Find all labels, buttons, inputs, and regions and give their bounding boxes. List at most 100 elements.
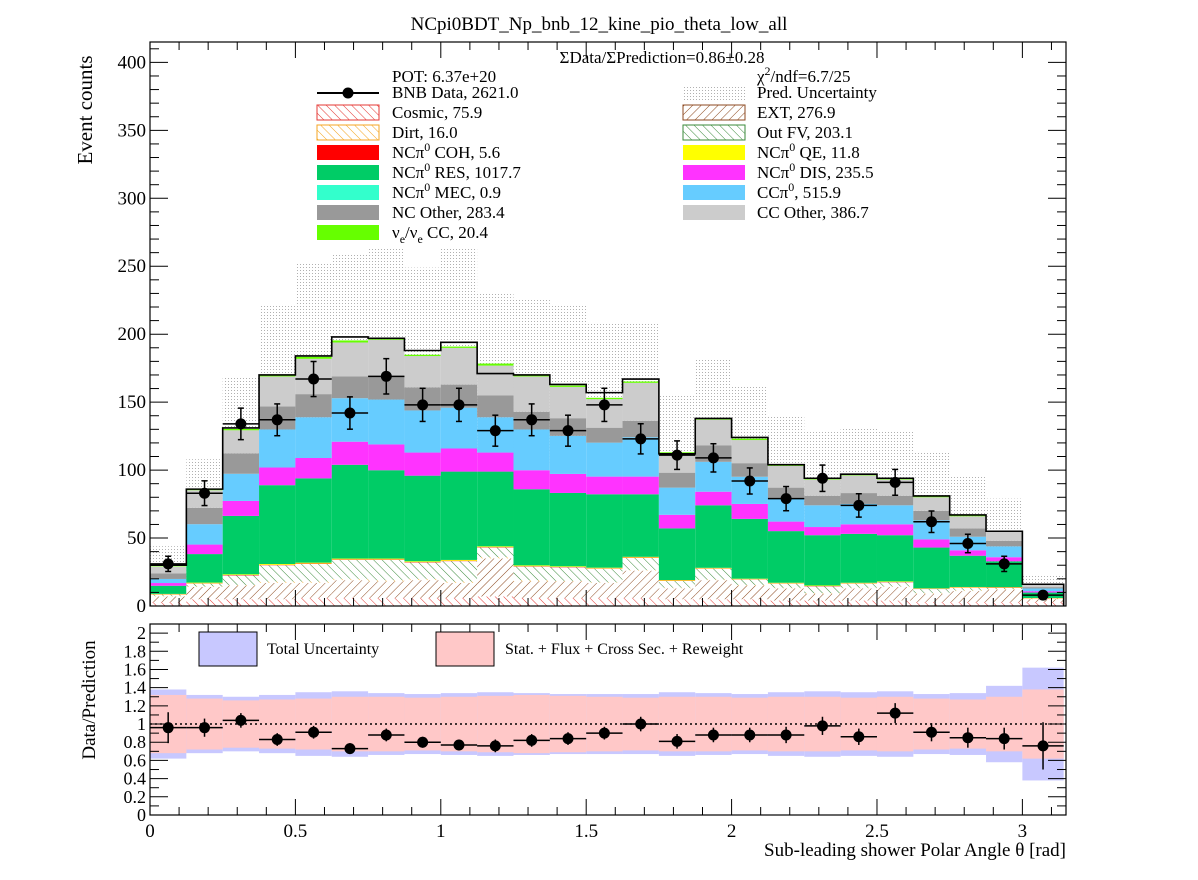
- ratio-legend-label: Total Uncertainty: [267, 641, 379, 658]
- legend-swatch-nue: [317, 225, 379, 240]
- legend-marker-data: [343, 88, 354, 99]
- bar-dis: [441, 448, 477, 471]
- legend-label-outfv: Out FV, 203.1: [757, 123, 853, 142]
- bar-ccother: [332, 342, 368, 376]
- bar-dirt: [768, 588, 804, 589]
- bar-cosmic: [877, 601, 913, 606]
- data-point: [163, 558, 174, 569]
- bar-ncother: [586, 428, 622, 443]
- legend-swatch-dis: [683, 165, 745, 180]
- ratio-point: [344, 743, 355, 754]
- bar-ncother: [223, 453, 259, 473]
- ratio-y-tick-label: 0.2: [124, 787, 147, 807]
- bar-ext: [877, 587, 913, 601]
- bar-cosmic: [732, 599, 768, 606]
- bar-cosmic: [986, 602, 1022, 606]
- legend-label-part: QE, 11.8: [795, 143, 860, 162]
- bar-dis: [768, 522, 804, 532]
- data-point: [817, 473, 828, 484]
- legend-swatch-qe: [683, 145, 745, 160]
- bar-outfv: [332, 560, 368, 579]
- bar-qe: [768, 583, 804, 584]
- bar-qe: [332, 559, 368, 560]
- data-point: [417, 399, 428, 410]
- bar-ccpi0: [150, 579, 186, 583]
- bar-res: [332, 465, 368, 559]
- legend-label-res: NCπ0 RES, 1017.7: [392, 160, 521, 182]
- legend-label-mec: NCπ0 MEC, 0.9: [392, 180, 501, 202]
- data-point: [526, 414, 537, 425]
- legend-label-part: CCπ: [757, 183, 789, 202]
- ratio-legend-swatch: [436, 632, 494, 666]
- y-axis-label-main: Event counts: [73, 55, 97, 164]
- bar-ccpi0: [804, 505, 840, 527]
- legend-label-part: DIS, 235.5: [795, 163, 873, 182]
- legend-swatch-unc: [683, 85, 745, 100]
- annotation-chi2: χ2/ndf=6.7/25: [756, 64, 851, 86]
- bar-ext: [150, 596, 186, 601]
- bar-res: [623, 494, 659, 557]
- bar-outfv: [259, 565, 295, 581]
- bar-ncother: [877, 496, 913, 506]
- bar-ccother: [841, 475, 877, 493]
- bar-cosmic: [623, 598, 659, 606]
- bar-nue: [477, 364, 513, 366]
- ratio-point: [708, 729, 719, 740]
- bar-cosmic: [259, 599, 295, 606]
- legend-label-part: NCπ: [392, 163, 425, 182]
- ratio-point: [526, 735, 537, 746]
- bar-ncother: [295, 394, 331, 417]
- legend-label-part: , 515.9: [794, 183, 841, 202]
- bar-qe: [695, 568, 731, 569]
- bar-res: [586, 494, 622, 567]
- bar-dirt: [804, 593, 840, 594]
- bar-nue: [295, 357, 331, 359]
- bar-qe: [586, 568, 622, 569]
- ratio-point: [563, 733, 574, 744]
- data-point: [453, 399, 464, 410]
- bar-ccpi0: [659, 488, 695, 515]
- bar-outfv: [623, 558, 659, 570]
- data-point: [962, 538, 973, 549]
- y-tick-label: 0: [137, 596, 147, 617]
- data-point: [890, 477, 901, 488]
- legend-swatch-cosmic: [317, 105, 379, 120]
- bar-res: [768, 531, 804, 583]
- data-point: [599, 399, 610, 410]
- bar-dirt: [223, 585, 259, 586]
- bar-dis: [913, 539, 949, 547]
- bar-ncother: [186, 508, 222, 524]
- bar-dis: [732, 504, 768, 519]
- bar-outfv: [223, 575, 259, 585]
- ratio-y-tick-label: 1: [137, 714, 146, 734]
- y-tick-label: 300: [118, 188, 147, 209]
- bar-dirt: [659, 588, 695, 589]
- bar-dis: [550, 474, 586, 493]
- bar-nue: [332, 340, 368, 342]
- bar-ext: [732, 586, 768, 600]
- bar-dis: [332, 442, 368, 465]
- legend-label-cosmic: Cosmic, 75.9: [392, 103, 482, 122]
- bar-res: [877, 535, 913, 581]
- bar-res: [441, 472, 477, 560]
- bar-dis: [186, 545, 222, 555]
- data-point: [672, 450, 683, 461]
- legend-label-part: NCπ: [757, 143, 790, 162]
- data-point: [490, 425, 501, 436]
- bar-cosmic: [513, 598, 549, 606]
- legend-label-part: /ν: [405, 223, 418, 242]
- data-point: [926, 516, 937, 527]
- bar-res: [913, 548, 949, 589]
- bar-cosmic: [223, 599, 259, 606]
- data-point: [635, 433, 646, 444]
- chart-title: NCpi0BDT_Np_bnb_12_kine_pio_theta_low_al…: [411, 14, 788, 35]
- bar-cosmic: [1022, 602, 1063, 606]
- bar-res: [404, 476, 440, 562]
- bar-qe: [804, 585, 840, 586]
- bar-dirt: [913, 593, 949, 594]
- bar-qe: [659, 580, 695, 581]
- bar-dirt: [441, 582, 477, 583]
- bar-qe: [877, 581, 913, 582]
- bar-outfv: [841, 584, 877, 588]
